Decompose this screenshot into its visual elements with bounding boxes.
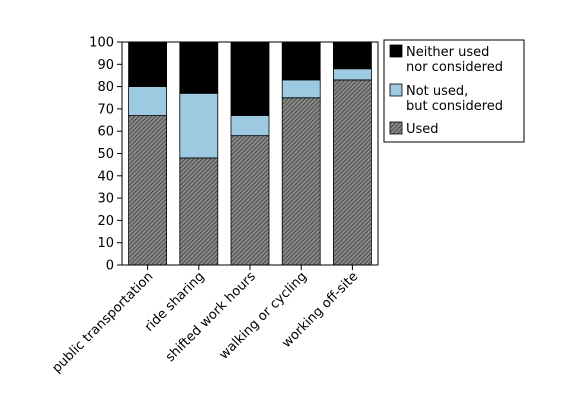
y-tick-label: 0 [106,259,114,274]
bar-public-transportation-series-1 [128,86,168,116]
x-tick-label: shifted work hours [163,269,259,365]
bar-working-off-site-series-0 [332,79,372,266]
legend-swatch [389,121,403,135]
legend-box [383,39,525,143]
bar-ride-sharing-series-2 [179,41,219,94]
x-tick-label: public transportation [50,269,157,376]
bar-ride-sharing-series-0 [179,157,219,266]
y-tick-label: 70 [97,102,114,117]
y-tick-label: 100 [89,36,114,51]
bar-shifted-work-hours-series-0 [230,135,270,266]
bar-working-off-site-series-2 [332,41,372,70]
y-tick-label: 80 [97,80,114,95]
bar-walking-or-cycling-series-1 [281,79,321,99]
y-tick-label: 50 [97,147,114,162]
bar-walking-or-cycling-series-0 [281,97,321,266]
bar-ride-sharing-series-1 [179,92,219,159]
y-tick-label: 30 [97,192,114,207]
y-axis: 0 10 20 30 40 50 60 70 80 90 100 [89,36,122,274]
bar-shifted-work-hours-series-1 [230,115,270,137]
y-tick-label: 60 [97,125,114,140]
x-tick-label: walking or cycling [217,269,310,362]
legend-swatch [389,44,403,58]
legend-swatch [389,83,403,97]
y-tick-label: 10 [97,236,114,251]
y-tick-label: 20 [97,214,114,229]
y-tick-label: 40 [97,169,114,184]
bar-walking-or-cycling-series-2 [281,41,321,81]
legend-label: Used [406,122,439,137]
bar-working-off-site-series-1 [332,68,372,81]
bar-public-transportation-series-0 [128,115,168,266]
legend-label: Neither used [406,45,489,60]
bar-public-transportation-series-2 [128,41,168,87]
legend-label: but considered [406,99,503,114]
plot-area [121,41,379,266]
y-tick-label: 90 [97,58,114,73]
legend-label: Not used, [406,84,468,99]
legend-label: nor considered [406,60,503,75]
bar-shifted-work-hours-series-2 [230,41,270,116]
